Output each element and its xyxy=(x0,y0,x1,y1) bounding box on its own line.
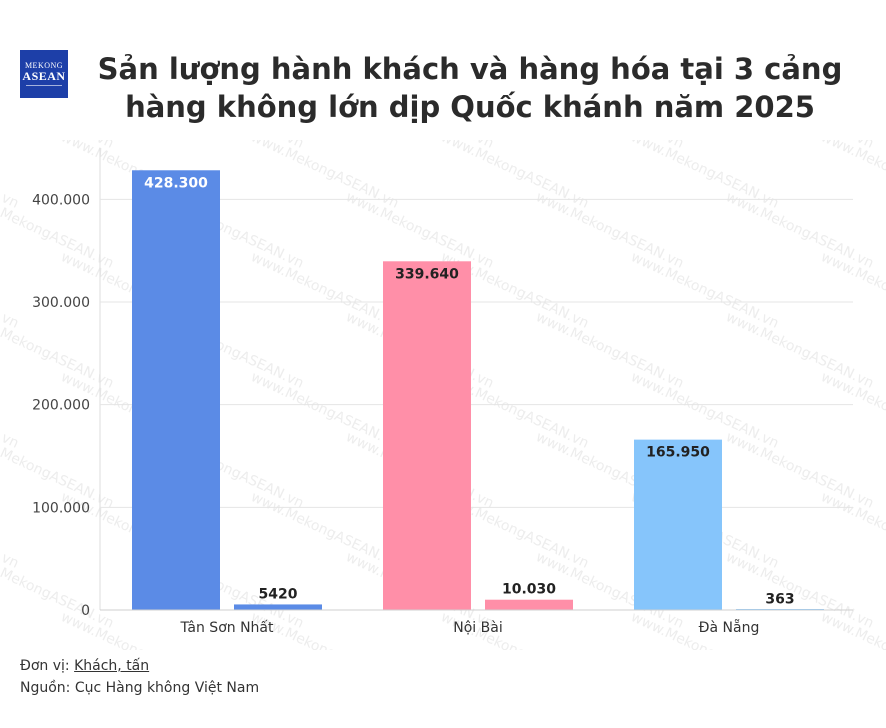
bar-value-label: 165.950 xyxy=(646,445,710,461)
y-tick-label: 100.000 xyxy=(32,500,90,516)
watermark-text: www.MekongASEAN.vn xyxy=(0,249,21,332)
logo-line2: ASEAN xyxy=(22,68,66,83)
source-note: Nguồn: Cục Hàng không Việt Nam xyxy=(20,680,260,696)
bar xyxy=(132,170,220,610)
logo-rule xyxy=(26,84,62,88)
bar xyxy=(485,599,573,610)
y-tick-label: 400.000 xyxy=(32,192,90,208)
bar-chart: www.MekongASEAN.vn www.MekongASEAN.vn www.… xyxy=(0,140,886,650)
chart-footer: Đơn vị: Khách, tấn Nguồn: Cục Hàng không… xyxy=(20,655,259,699)
watermark-text: www.MekongASEAN.vn xyxy=(248,489,401,572)
watermark-text: www.MekongASEAN.vn xyxy=(818,489,886,572)
bar xyxy=(234,604,322,610)
bar-value-label: 339.640 xyxy=(395,266,459,282)
bar xyxy=(383,261,471,610)
watermark-text: www.MekongASEAN.vn xyxy=(818,249,886,332)
watermark-text: www.MekongASEAN.vn xyxy=(438,140,591,212)
x-tick-label: Nội Bài xyxy=(453,620,502,636)
watermark-text: www.MekongASEAN.vn xyxy=(723,189,876,272)
watermark-text: www.MekongASEAN.vn xyxy=(0,369,21,452)
watermark-text: www.MekongASEAN.vn xyxy=(0,609,21,650)
y-tick-label: 200.000 xyxy=(32,398,90,414)
watermark-text: www.MekongASEAN.vn xyxy=(723,309,876,392)
watermark-text: www.MekongASEAN.vn xyxy=(628,369,781,452)
x-tick-label: Tân Sơn Nhất xyxy=(179,620,274,636)
watermark-text: www.MekongASEAN.vn xyxy=(248,140,401,212)
watermark-text: www.MekongASEAN.vn xyxy=(533,309,686,392)
x-tick-label: Đà Nẵng xyxy=(699,619,760,636)
watermark-text: www.MekongASEAN.vn xyxy=(0,489,21,572)
watermark-text: www.MekongASEAN.vn xyxy=(818,369,886,452)
watermark-text: www.MekongASEAN.vn xyxy=(343,189,496,272)
y-tick-label: 300.000 xyxy=(32,295,90,311)
watermark-text: www.MekongASEAN.vn xyxy=(248,369,401,452)
y-tick-label: 0 xyxy=(81,603,90,619)
watermark-text: www.MekongASEAN.vn xyxy=(533,189,686,272)
watermark-text: www.MekongASEAN.vn xyxy=(723,429,876,512)
unit-label: Đơn vị: xyxy=(20,658,75,674)
watermark-text: www.MekongASEAN.vn xyxy=(0,140,21,212)
bar-value-label: 10.030 xyxy=(502,582,556,598)
chart-title: Sản lượng hành khách và hàng hóa tại 3 c… xyxy=(97,52,843,124)
logo-line1: MEKONG xyxy=(24,60,64,70)
unit-note: Đơn vị: Khách, tấn xyxy=(20,655,259,677)
watermark-text: www.MekongASEAN.vn xyxy=(248,249,401,332)
watermark-text: www.MekongASEAN.vn xyxy=(628,249,781,332)
bar-value-label: 428.300 xyxy=(144,175,208,191)
mekongasean-logo: MEKONG ASEAN xyxy=(20,50,68,98)
watermark-text: www.MekongASEAN.vn xyxy=(818,140,886,212)
bar-value-label: 5420 xyxy=(259,586,298,602)
watermark-text: www.MekongASEAN.vn xyxy=(628,140,781,212)
unit-value: Khách, tấn xyxy=(74,658,150,674)
bar-value-label: 363 xyxy=(765,592,794,608)
bar xyxy=(634,439,722,610)
